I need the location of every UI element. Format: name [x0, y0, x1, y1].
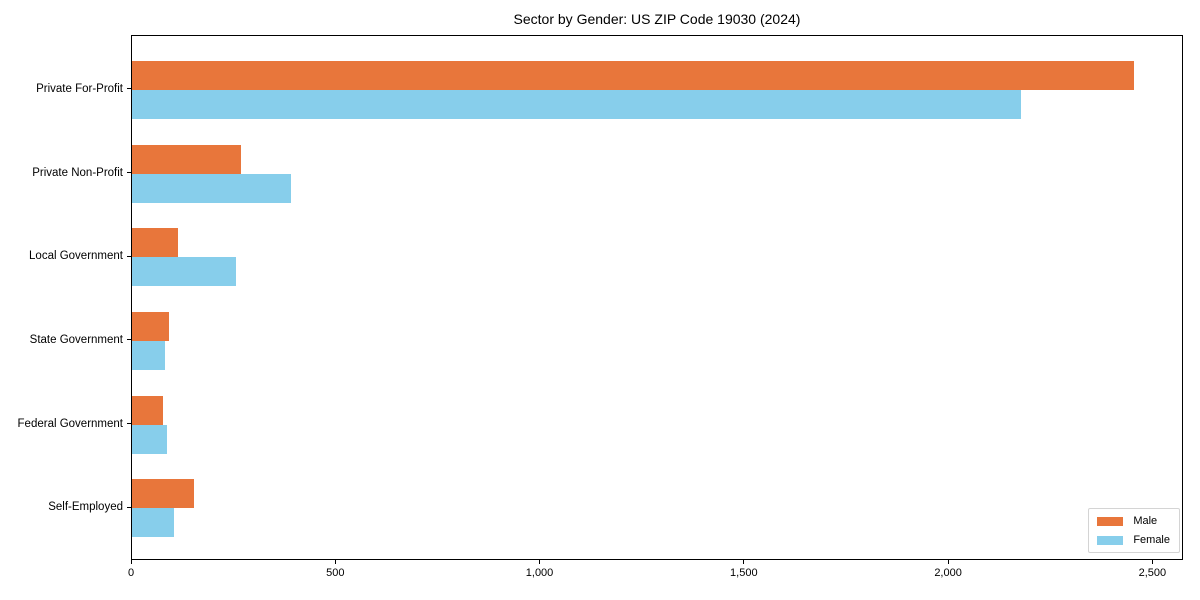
bar-male-top: [132, 479, 195, 509]
legend-entry: Female: [1097, 534, 1170, 546]
y-axis-category-label: Self-Employed: [48, 501, 123, 514]
y-axis-tick: [127, 255, 131, 257]
bar-group: [132, 48, 1182, 132]
y-axis-tick: [127, 339, 131, 341]
y-axis-category-label: Private Non-Profit: [32, 166, 123, 179]
x-axis-tick: [743, 560, 745, 564]
bar-female-bottom: [132, 257, 236, 287]
y-axis-category-label: State Government: [29, 333, 123, 346]
x-axis-tick-label: 0: [127, 567, 135, 579]
chart-title: Sector by Gender: US ZIP Code 19030 (202…: [513, 11, 801, 27]
x-axis-tick: [334, 560, 336, 564]
bars-container: [132, 48, 1182, 550]
bar-female-bottom: [132, 89, 1021, 119]
bar-group: [132, 299, 1182, 383]
legend: Male Female: [1088, 508, 1180, 553]
x-axis-tick: [539, 560, 541, 564]
x-axis-tick: [130, 560, 132, 564]
x-axis-tick-label: 1,500: [730, 567, 758, 579]
bar-group: [132, 132, 1182, 216]
bar-male-top: [132, 60, 1135, 90]
y-axis-category-label: Private For-Profit: [36, 82, 123, 95]
bar-male-top: [132, 144, 242, 174]
legend-entry: Male: [1097, 515, 1170, 527]
bar-group: [132, 383, 1182, 467]
legend-swatch-male: [1097, 516, 1124, 526]
legend-label: Male: [1133, 515, 1158, 527]
x-axis-tick-label: 500: [326, 567, 345, 579]
y-axis-tick: [127, 172, 131, 174]
bar-group: [132, 466, 1182, 550]
x-axis-tick-label: 2,500: [1138, 567, 1167, 579]
legend-swatch-female: [1097, 535, 1124, 545]
x-axis-tick-label: 2,000: [934, 567, 962, 579]
bar-female-bottom: [132, 340, 165, 370]
legend-label: Female: [1133, 534, 1170, 546]
y-axis-category-label: Local Government: [29, 250, 123, 263]
y-axis-tick: [127, 423, 131, 425]
bar-female-bottom: [132, 508, 175, 538]
bar-group: [132, 215, 1182, 299]
plot-area: Male Female: [131, 35, 1183, 560]
y-axis-tick: [127, 88, 131, 90]
bar-male-top: [132, 228, 179, 258]
y-axis-tick: [127, 506, 131, 508]
bar-female-bottom: [132, 424, 168, 454]
x-axis-tick-label: 1,000: [525, 567, 554, 579]
x-axis-tick: [947, 560, 949, 564]
y-axis-category-label: Federal Government: [17, 417, 123, 430]
x-axis-tick: [1151, 560, 1153, 564]
bar-female-bottom: [132, 173, 292, 203]
bar-male-top: [132, 395, 163, 425]
bar-male-top: [132, 311, 170, 341]
